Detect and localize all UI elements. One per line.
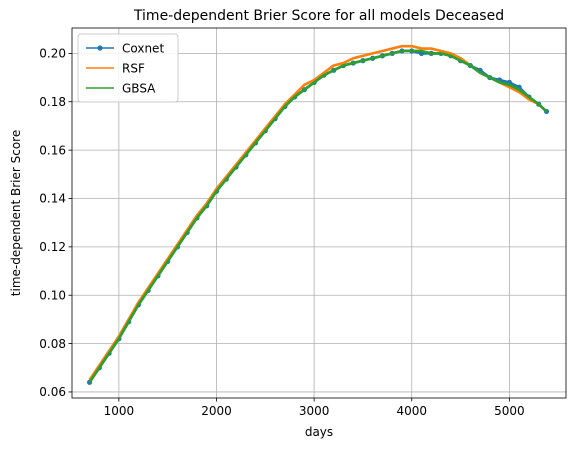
y-axis-label: time-dependent Brier Score [9, 130, 23, 296]
x-tick-label: 1000 [104, 404, 135, 418]
legend: Coxnet RSF GBSA [77, 33, 179, 103]
y-tick-label: 0.18 [39, 95, 66, 109]
x-tick-label: 3000 [299, 404, 330, 418]
grid-layer [72, 28, 566, 398]
y-tick-label: 0.08 [39, 337, 66, 351]
legend-box [77, 33, 179, 103]
plot-frame [71, 27, 567, 399]
legend-label: RSF [122, 61, 145, 75]
series-layer [86, 44, 550, 385]
x-tick-label: 4000 [396, 404, 427, 418]
series-gbsa [88, 49, 548, 384]
legend-item-coxnet: Coxnet [86, 41, 164, 55]
y-tick-label: 0.16 [39, 143, 66, 157]
x-tick-label: 2000 [201, 404, 232, 418]
chart-title: Time-dependent Brier Score for all model… [133, 8, 504, 24]
y-tick-label: 0.10 [39, 288, 66, 302]
y-tick-label: 0.20 [39, 47, 66, 61]
y-tick-label: 0.14 [39, 192, 66, 206]
legend-item-rsf: RSF [86, 61, 145, 75]
legend-marker [97, 45, 103, 51]
legend-label: GBSA [122, 81, 156, 95]
x-axis-label: days [305, 425, 333, 439]
series-line-gbsa [88, 49, 548, 384]
legend-label: Coxnet [122, 41, 164, 55]
tick-layer: 1000 2000 3000 4000 5000 0.06 0.08 0.10 0.12 0.14… [39, 47, 524, 418]
y-tick-label: 0.12 [39, 240, 66, 254]
legend-item-gbsa: GBSA [86, 81, 156, 95]
y-tick-label: 0.06 [39, 385, 66, 399]
x-tick-label: 5000 [494, 404, 525, 418]
